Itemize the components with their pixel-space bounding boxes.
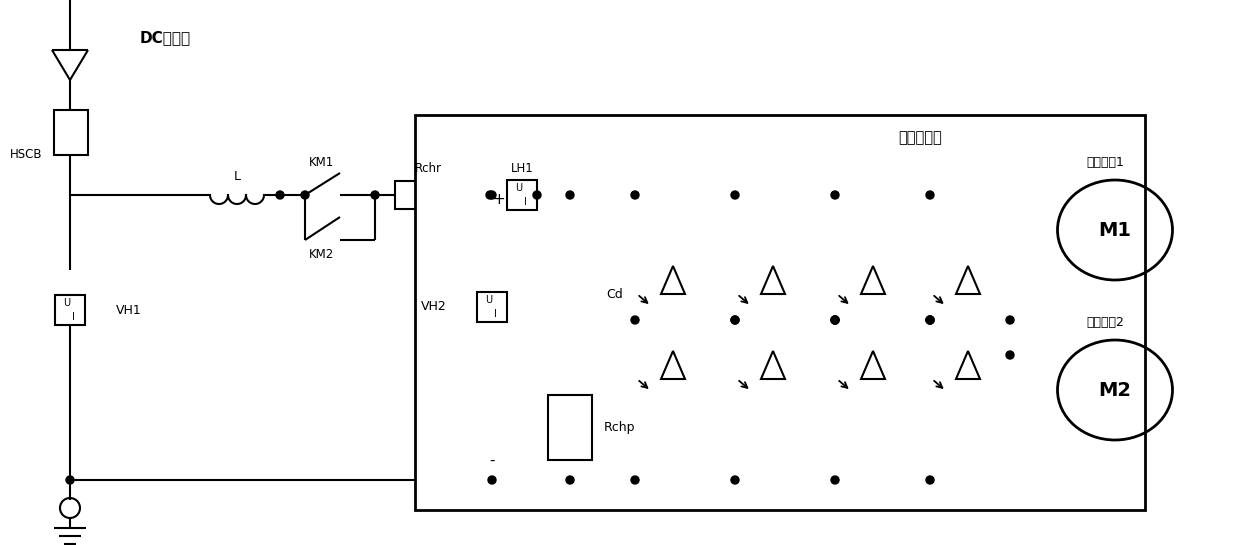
Text: DC供电网: DC供电网 <box>139 31 191 45</box>
Text: KM1: KM1 <box>309 156 335 169</box>
Text: U: U <box>516 183 522 193</box>
Text: HSCB: HSCB <box>10 148 42 161</box>
Text: 牵引逆变器: 牵引逆变器 <box>898 130 942 146</box>
Circle shape <box>926 316 934 324</box>
Circle shape <box>565 476 574 484</box>
Circle shape <box>533 191 541 199</box>
Bar <box>507 180 537 210</box>
Text: I: I <box>494 309 496 319</box>
Circle shape <box>926 316 934 324</box>
Circle shape <box>301 191 309 199</box>
Circle shape <box>371 191 379 199</box>
Circle shape <box>631 316 639 324</box>
Circle shape <box>926 191 934 199</box>
Text: 牵引电机2: 牵引电机2 <box>1086 316 1123 329</box>
Text: I: I <box>72 312 74 322</box>
Circle shape <box>926 476 934 484</box>
Circle shape <box>1006 316 1014 324</box>
Circle shape <box>277 191 284 199</box>
Text: Rchp: Rchp <box>604 421 635 433</box>
Circle shape <box>732 316 739 324</box>
Text: -: - <box>490 452 495 468</box>
Circle shape <box>831 316 839 324</box>
Circle shape <box>66 476 74 484</box>
Circle shape <box>631 191 639 199</box>
Circle shape <box>732 316 739 324</box>
Bar <box>396 181 460 209</box>
Text: U: U <box>485 295 492 305</box>
Circle shape <box>565 191 574 199</box>
Bar <box>477 292 507 322</box>
Bar <box>55 295 86 325</box>
Text: M2: M2 <box>1099 380 1131 399</box>
Text: +: + <box>492 192 505 208</box>
Circle shape <box>831 476 839 484</box>
Text: Cd: Cd <box>606 288 622 301</box>
Circle shape <box>831 316 839 324</box>
Circle shape <box>831 191 839 199</box>
Circle shape <box>486 191 494 199</box>
Circle shape <box>631 476 639 484</box>
Text: KM2: KM2 <box>309 249 335 262</box>
Text: U: U <box>63 298 71 308</box>
Circle shape <box>732 191 739 199</box>
Text: 牵引电机1: 牵引电机1 <box>1086 155 1123 168</box>
Circle shape <box>831 316 839 324</box>
Text: L: L <box>233 171 241 184</box>
Text: LH1: LH1 <box>511 162 533 175</box>
Text: VH1: VH1 <box>117 304 141 317</box>
Circle shape <box>926 316 934 324</box>
Circle shape <box>489 476 496 484</box>
Bar <box>55 110 88 155</box>
Bar <box>415 115 1145 510</box>
Text: M1: M1 <box>1099 221 1131 239</box>
Text: I: I <box>523 197 527 207</box>
Text: Rchr: Rchr <box>414 162 441 175</box>
Circle shape <box>489 191 496 199</box>
Circle shape <box>1006 351 1014 359</box>
Bar <box>548 395 591 460</box>
Text: VH2: VH2 <box>422 300 446 313</box>
Circle shape <box>732 476 739 484</box>
